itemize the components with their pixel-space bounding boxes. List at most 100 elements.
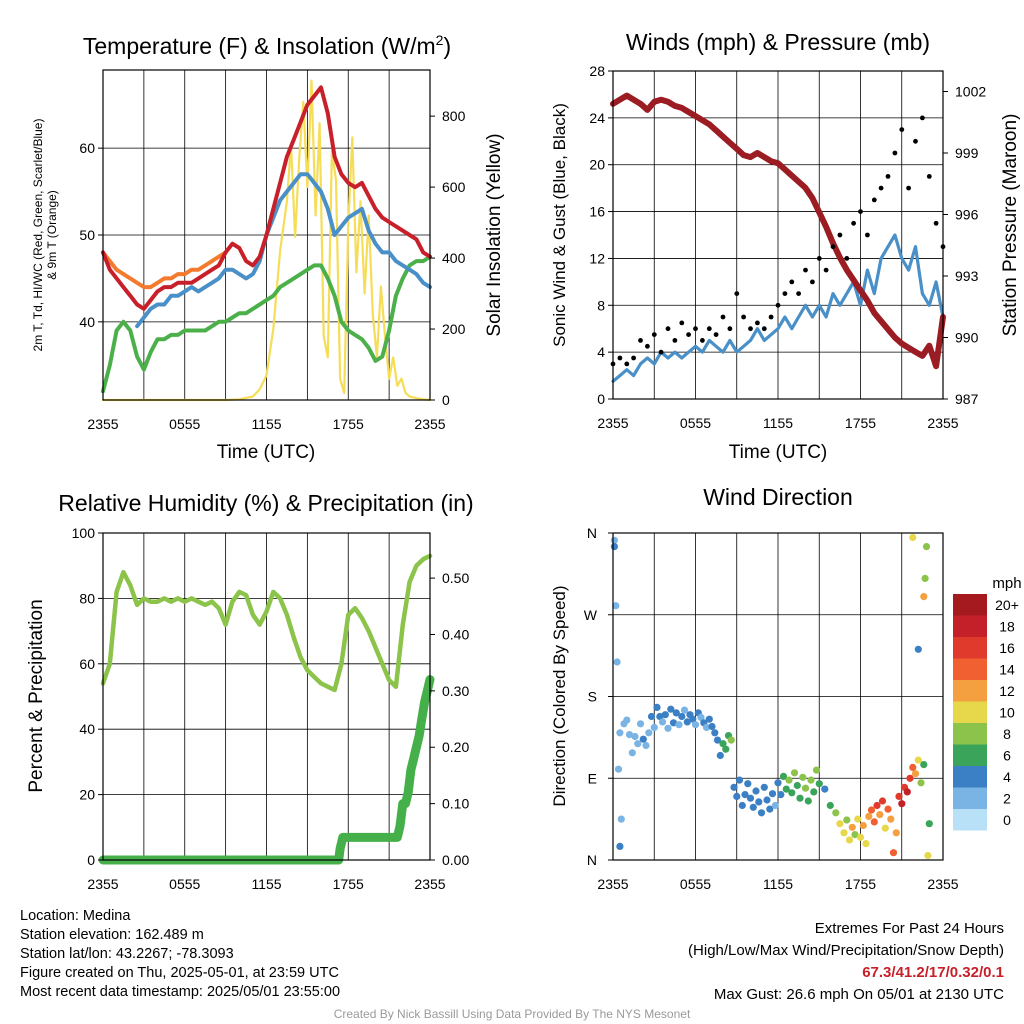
humidity-panel: Relative Humidity (%) & Precipitation (i… — [26, 490, 474, 892]
direction-point — [749, 803, 757, 811]
y2-tick-label: 996 — [955, 207, 979, 223]
direction-panel: Wind Direction 2355 0555 1155 1755 2355NESWN… — [550, 484, 1022, 892]
figure-created: Figure created on Thu, 2025-05-01, at 23… — [20, 965, 339, 981]
direction-title: Wind Direction — [703, 484, 853, 510]
gust-point — [624, 361, 630, 367]
humidity-title: Relative Humidity (%) & Precipitation (i… — [58, 490, 473, 516]
9m-temperature-line — [101, 250, 228, 290]
colorbar-label: 16 — [999, 640, 1015, 656]
x-tick-label: 2355 — [414, 876, 445, 892]
y-tick-label: 80 — [79, 590, 95, 606]
y-tick-label: 40 — [79, 314, 95, 330]
direction-points — [610, 533, 933, 860]
direction-point — [757, 809, 766, 817]
direction-point — [752, 787, 760, 795]
y2-tick-label: 800 — [442, 108, 466, 124]
winds-series — [610, 92, 946, 383]
extremes-subtitle: (High/Low/Max Wind/Precipitation/Snow De… — [688, 942, 1004, 959]
gust-point — [713, 332, 719, 337]
y-tick-label: 16 — [589, 204, 605, 220]
gust-point — [672, 338, 678, 343]
direction-point — [898, 800, 906, 808]
y-tick-label: 28 — [589, 63, 605, 79]
direction-tick-label: N — [587, 525, 597, 541]
colorbar-label: 14 — [999, 662, 1015, 678]
direction-point — [647, 712, 656, 721]
direction-ylabel-left: Direction (Colored By Speed) — [550, 585, 569, 806]
colorbar-swatch — [953, 615, 987, 637]
direction-point — [799, 773, 807, 781]
temperature-title: Temperature (F) & Insolation (W/m2) — [83, 32, 451, 59]
gust-point — [775, 302, 781, 308]
station-elevation: Station elevation: 162.489 m — [20, 927, 204, 943]
gust-point — [748, 326, 753, 332]
direction-point — [920, 761, 928, 769]
gust-point — [761, 326, 767, 332]
gust-point — [658, 349, 664, 355]
direction-point — [612, 602, 620, 610]
direction-point — [873, 801, 881, 810]
temperature-panel: Temperature (F) & Insolation (W/m2) 2355… — [31, 32, 505, 463]
y-tick-label: 4 — [597, 344, 605, 360]
direction-point — [664, 724, 672, 732]
recent-timestamp: Most recent data timestamp: 2025/05/01 2… — [20, 984, 341, 1000]
gust-point — [865, 232, 870, 238]
gust-point — [651, 332, 657, 337]
direction-point — [616, 842, 624, 851]
direction-point — [741, 791, 749, 799]
direction-point — [777, 791, 785, 799]
direction-point — [845, 836, 854, 844]
y-tick-label: 60 — [79, 656, 95, 672]
direction-point — [642, 741, 650, 750]
direction-point — [669, 719, 678, 727]
extremes-values: 67.3/41.2/17/0.32/0.1 — [862, 964, 1004, 981]
direction-tick-label: E — [588, 770, 597, 786]
sonic-wind-line — [611, 233, 945, 383]
gust-point — [913, 138, 918, 144]
direction-point — [691, 721, 700, 729]
colorbar-swatch — [953, 723, 987, 745]
direction-point — [870, 818, 878, 826]
gust-point — [837, 232, 843, 238]
gust-point — [755, 320, 760, 326]
gust-point — [878, 185, 884, 191]
gust-point — [844, 256, 850, 261]
y-tick-label: 60 — [79, 140, 95, 156]
gust-point — [906, 185, 911, 191]
x-tick-label: 1155 — [763, 415, 793, 431]
direction-point — [738, 801, 746, 810]
y-tick-label: 20 — [589, 157, 605, 173]
x-tick-label: 2355 — [597, 876, 628, 892]
figure: Temperature (F) & Insolation (W/m2) 2355… — [26, 29, 1022, 892]
colorbar-swatch — [953, 787, 987, 809]
gust-point — [700, 338, 705, 343]
direction-point — [878, 797, 887, 805]
x-tick-label: 1155 — [251, 416, 281, 432]
direction-point — [623, 716, 631, 724]
colorbar-swatch — [953, 680, 987, 702]
direction-point — [661, 711, 669, 719]
direction-point — [613, 658, 621, 666]
x-tick-label: 1755 — [333, 416, 364, 432]
direction-point — [906, 774, 914, 782]
x-tick-label: 2355 — [597, 415, 628, 431]
direction-point — [779, 772, 788, 781]
colorbar-swatch — [953, 744, 987, 766]
gust-point — [645, 343, 650, 349]
y2-tick-label: 0 — [442, 392, 450, 408]
direction-point — [917, 779, 925, 787]
gust-point — [823, 267, 829, 273]
y-tick-label: 24 — [589, 110, 605, 126]
direction-point — [892, 829, 900, 837]
direction-point — [843, 816, 851, 824]
gust-point — [782, 291, 788, 296]
insolation-line — [101, 79, 432, 402]
winds-title: Winds (mph) & Pressure (mb) — [626, 29, 930, 55]
x-tick-label: 1755 — [333, 876, 364, 892]
x-tick-label: 2355 — [927, 876, 958, 892]
direction-point — [658, 718, 667, 726]
station-info: Location: Medina Station elevation: 162.… — [20, 907, 340, 1002]
direction-point — [867, 806, 876, 814]
